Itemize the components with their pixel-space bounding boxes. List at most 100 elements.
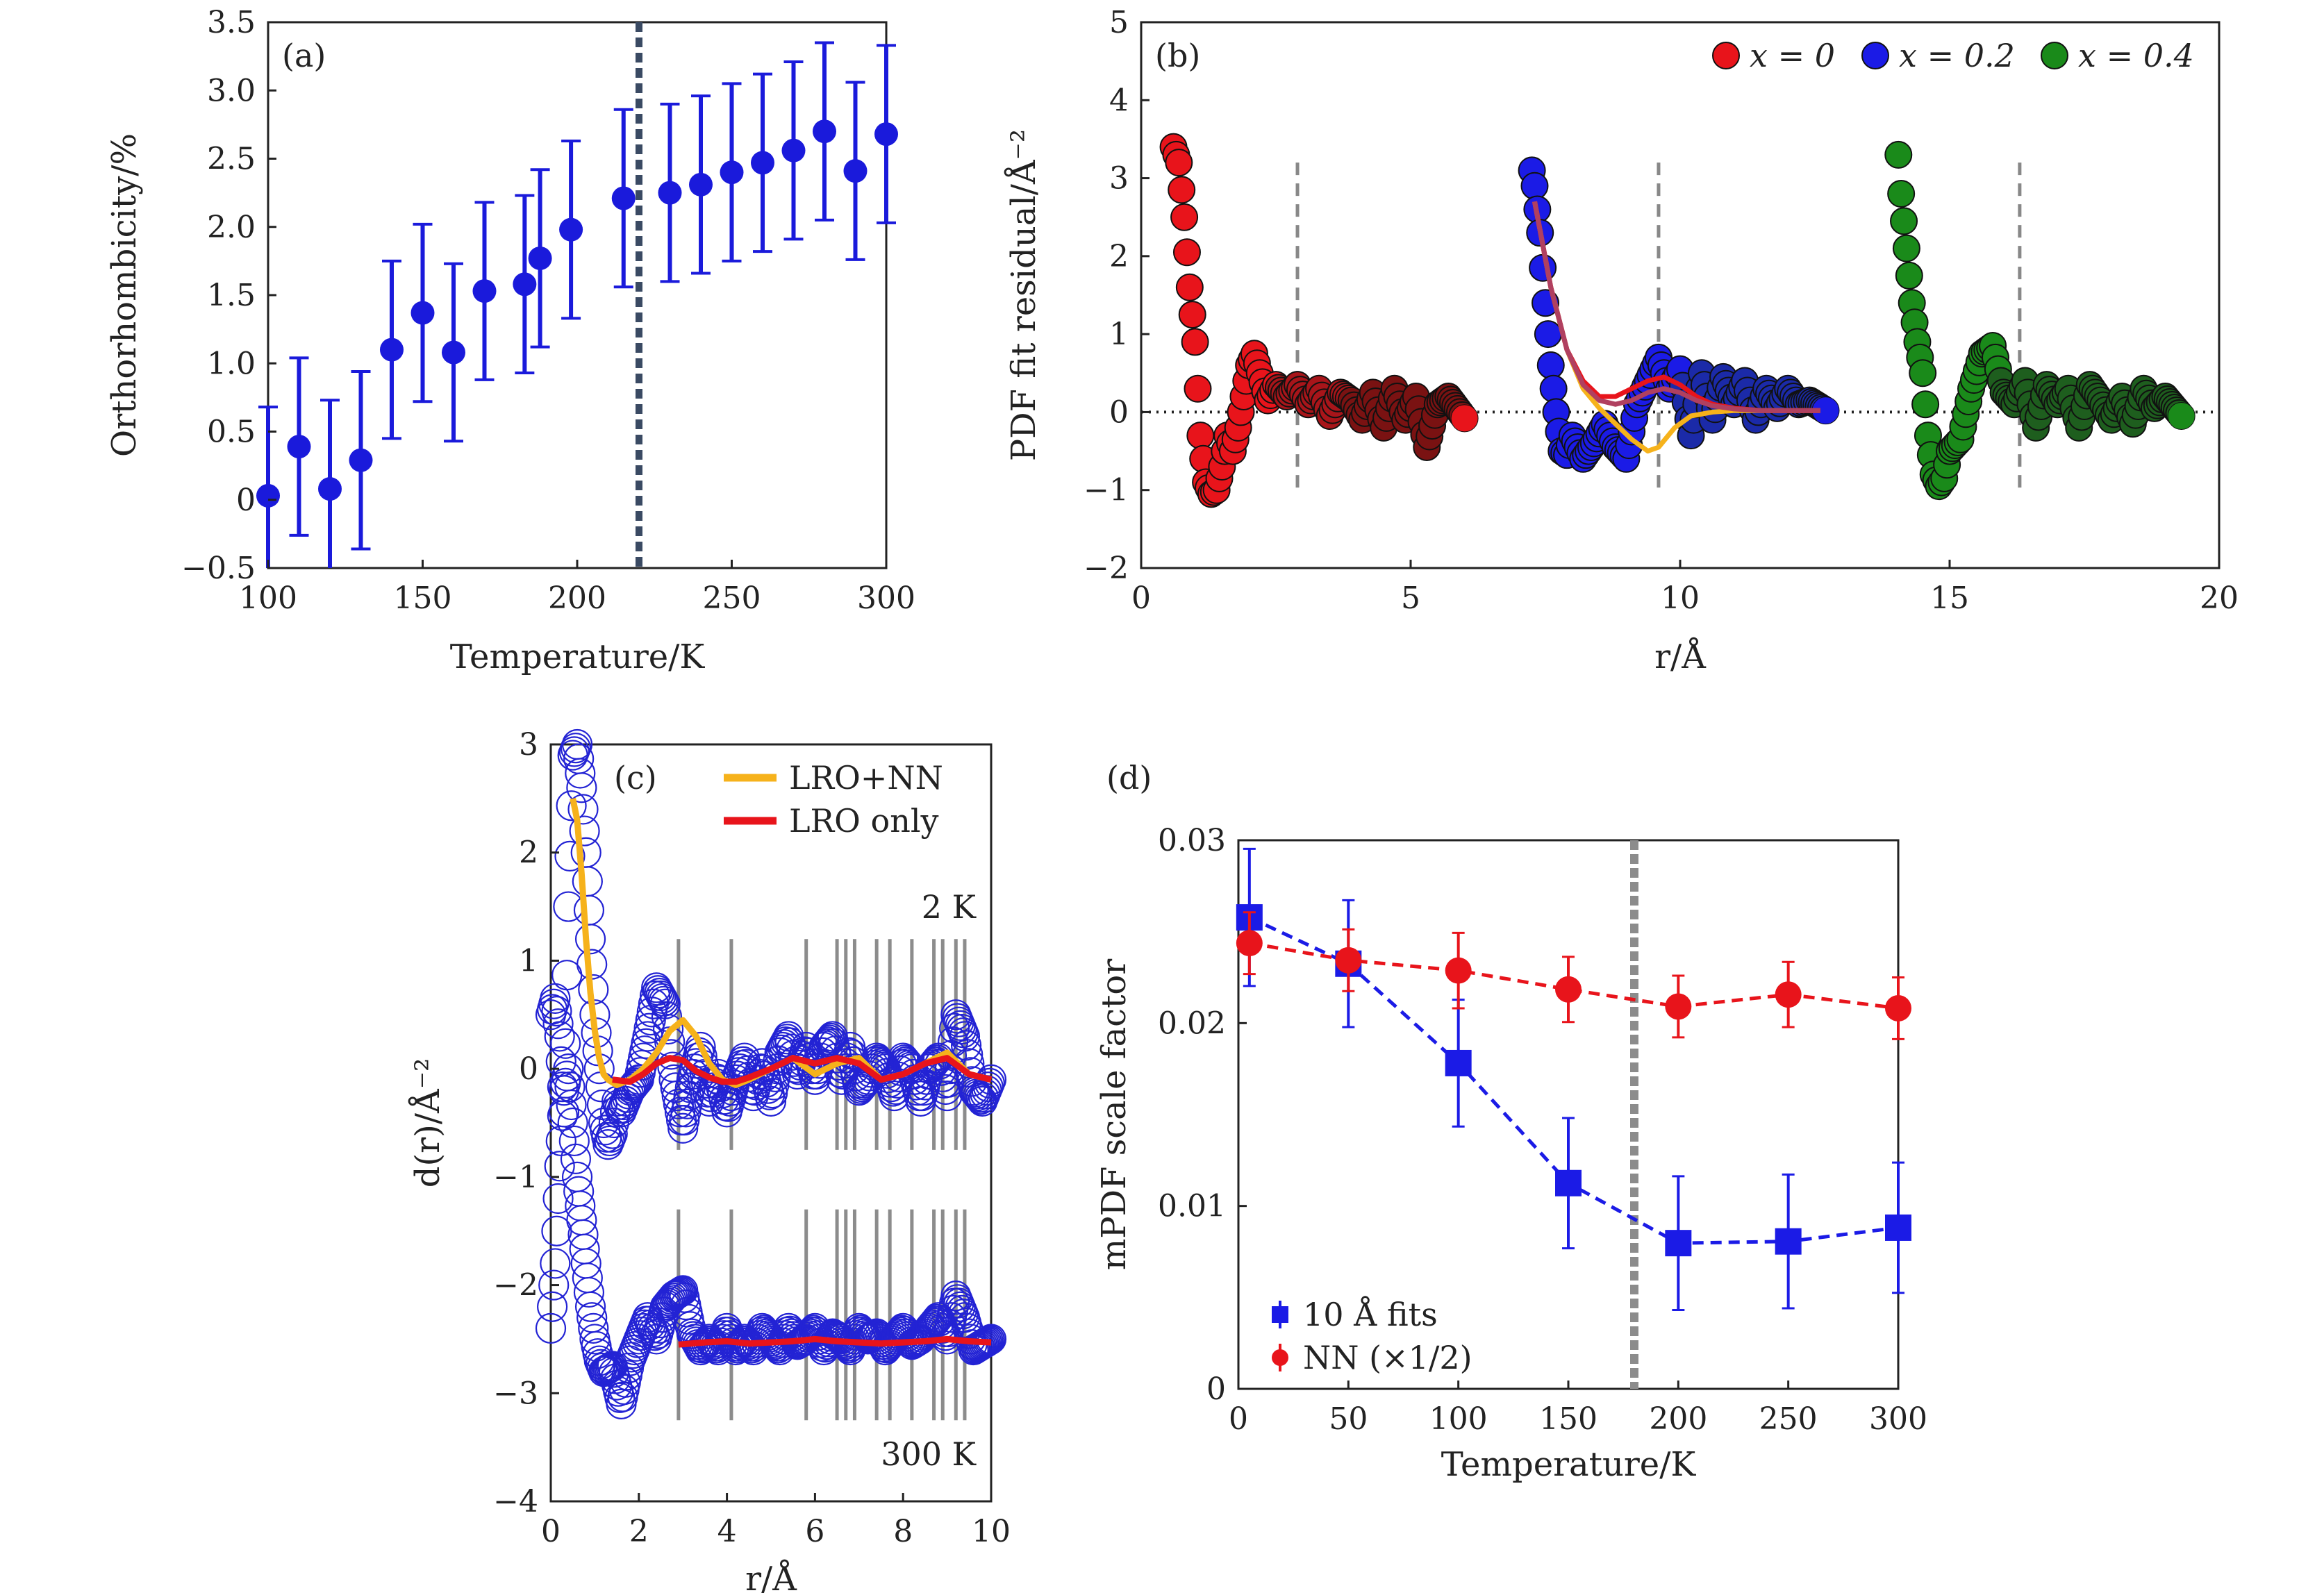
data-ring — [967, 1329, 998, 1360]
panel-b-xtick-label: 10 — [1661, 581, 1700, 616]
data-square — [1885, 1214, 1911, 1241]
panel-c-ytick-label: −3 — [493, 1376, 538, 1411]
panel-b-ytick-label: 5 — [1109, 5, 1129, 40]
data-ring — [578, 1312, 609, 1344]
legend-marker — [1712, 42, 1740, 69]
panel-d: 0 50 100 150 200 250 300 0 0.01 0.02 0.03 10 Å fi… — [1095, 759, 1927, 1484]
legend-label: x = 0.4 — [2078, 37, 2194, 74]
data-ring — [946, 1013, 977, 1045]
data-point — [410, 301, 435, 325]
panel-b-ytick-label: 1 — [1109, 317, 1129, 352]
data-ring — [535, 1312, 567, 1344]
data-point — [1335, 946, 1362, 974]
data-ring — [544, 1151, 575, 1182]
panel-c-ytick-label: −4 — [493, 1484, 538, 1519]
data-ring — [541, 995, 572, 1027]
data-point — [380, 337, 404, 362]
annotation-2k: 2 K — [922, 888, 977, 926]
panel-b-ytick-label: 3 — [1109, 161, 1129, 197]
panel-d-xtick-label: 150 — [1539, 1401, 1597, 1437]
residual-point — [1178, 301, 1206, 329]
data-ring — [965, 1330, 997, 1361]
data-square — [1665, 1230, 1692, 1257]
data-ring — [661, 1278, 692, 1310]
fit-line — [1532, 201, 1820, 413]
data-ring — [669, 1105, 700, 1136]
fit-line — [570, 798, 993, 1088]
data-point — [349, 448, 373, 472]
data-ring — [556, 1089, 587, 1121]
legend-label: LRO+NN — [789, 759, 943, 796]
data-ring — [544, 1021, 575, 1052]
data-ring — [975, 1064, 1007, 1095]
residual-point — [1909, 359, 1937, 387]
data-ring — [567, 794, 599, 825]
panel-a-ytick-label: 2.0 — [207, 210, 256, 245]
data-ring — [573, 1276, 605, 1308]
data-point — [287, 435, 311, 459]
panel-c-xtick-label: 6 — [805, 1514, 824, 1549]
data-ring — [946, 1294, 977, 1326]
panel-c-frame — [549, 743, 993, 1503]
data-point — [720, 160, 744, 185]
data-ring — [654, 1285, 686, 1317]
data-ring — [556, 790, 587, 821]
panel-b-ytick-label: −1 — [1084, 473, 1129, 508]
data-point — [1555, 976, 1582, 1003]
panel-c-ytick-label: −2 — [493, 1268, 538, 1303]
data-point — [611, 186, 636, 210]
data-ring — [538, 1269, 570, 1301]
panel-a-xtick-label: 300 — [857, 581, 915, 616]
data-point — [781, 138, 806, 162]
panel-c-xtick-label: 10 — [972, 1514, 1011, 1549]
data-ring — [537, 1291, 568, 1322]
data-point — [559, 217, 583, 242]
residual-point — [1168, 176, 1196, 204]
panel-d-xtick-label: 100 — [1429, 1401, 1488, 1437]
panel-c-xlabel: r/Å — [745, 1559, 797, 1593]
data-ring — [947, 1017, 979, 1049]
panel-a-ytick-label: 3.5 — [207, 5, 256, 40]
data-point — [513, 272, 537, 297]
data-ring — [632, 1021, 663, 1052]
residual-point — [1170, 203, 1199, 231]
legend-label: 10 Å fits — [1303, 1295, 1438, 1333]
data-ring — [550, 1028, 581, 1059]
panel-a-xtick-label: 200 — [548, 581, 606, 616]
panel-d-ytick-label: 0.03 — [1158, 823, 1226, 858]
panel-b-frame — [1140, 21, 2221, 569]
panel-a-ytick-label: 2.5 — [207, 142, 256, 177]
panel-a-ytick-label: 3.0 — [207, 73, 256, 108]
panel-a-xtick-label: 250 — [703, 581, 761, 616]
data-point — [528, 246, 552, 270]
panel-d-ytick-label: 0.01 — [1158, 1189, 1226, 1224]
residual-point-end — [1451, 405, 1478, 432]
panel-b-label: (b) — [1155, 37, 1200, 74]
residual-point-end — [2168, 403, 2195, 430]
panel-d-ylabel: mPDF scale factor — [1095, 959, 1134, 1270]
panel-a-label: (a) — [282, 37, 326, 74]
data-ring — [673, 1080, 704, 1112]
data-ring — [570, 837, 601, 868]
data-ring — [557, 1107, 588, 1139]
data-ring — [663, 1088, 694, 1119]
data-ring — [755, 1085, 787, 1117]
panel-a-ytick-label: 0 — [236, 483, 256, 518]
data-ring — [547, 1100, 579, 1131]
residual-point — [1181, 328, 1209, 356]
data-ring — [667, 1112, 699, 1144]
data-point — [813, 119, 836, 144]
data-ring — [656, 1284, 687, 1315]
data-ring — [560, 733, 592, 764]
data-point — [1775, 981, 1802, 1008]
legend-marker — [1861, 42, 1889, 69]
panel-b-xtick-label: 15 — [1930, 581, 1969, 616]
panel-a-ylabel: Orthorhombicity/% — [105, 133, 144, 457]
data-ring — [542, 1183, 574, 1215]
residual-point — [1911, 390, 1940, 419]
panel-d-xtick-label: 300 — [1869, 1401, 1927, 1437]
panel-a-xlabel: Temperature/K — [450, 637, 706, 676]
panel-c-xtick-label: 0 — [541, 1514, 561, 1549]
